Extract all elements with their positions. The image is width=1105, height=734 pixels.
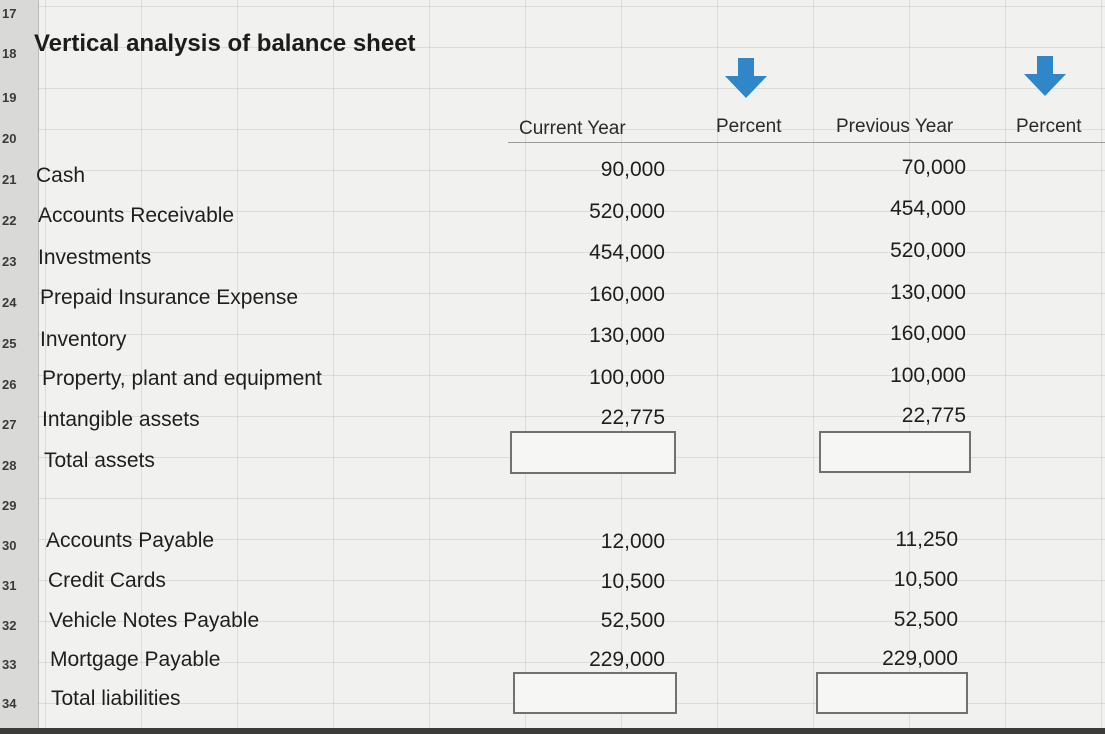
- header-percent-previous[interactable]: Percent: [1016, 116, 1082, 137]
- row-number[interactable]: 19: [2, 90, 17, 105]
- total-liabilities-label[interactable]: Total liabilities: [51, 687, 181, 710]
- previous-investments[interactable]: 520,000: [890, 239, 966, 262]
- current-inventory[interactable]: 130,000: [589, 324, 665, 347]
- header-previous-year[interactable]: Previous Year: [836, 116, 954, 137]
- row-number[interactable]: 29: [2, 498, 17, 513]
- previous-ppe[interactable]: 100,000: [890, 364, 966, 387]
- previous-prepaid-insurance[interactable]: 130,000: [890, 281, 966, 304]
- total-assets-previous-input[interactable]: [819, 431, 971, 473]
- row-number[interactable]: 21: [2, 172, 17, 187]
- asset-label-ppe[interactable]: Property, plant and equipment: [42, 367, 322, 390]
- asset-label-inventory[interactable]: Inventory: [40, 328, 127, 351]
- bottom-edge: [0, 728, 1105, 734]
- row-number[interactable]: 27: [2, 417, 17, 432]
- current-prepaid-insurance[interactable]: 160,000: [589, 283, 665, 306]
- asset-label-investments[interactable]: Investments: [38, 246, 152, 269]
- row-number[interactable]: 32: [2, 618, 17, 633]
- asset-label-intangible[interactable]: Intangible assets: [42, 408, 200, 431]
- liability-label-mortgage[interactable]: Mortgage Payable: [50, 648, 221, 671]
- arrow-down-icon: [725, 58, 767, 98]
- previous-vehicle-notes[interactable]: 52,500: [893, 608, 958, 631]
- row-number[interactable]: 28: [2, 458, 17, 473]
- row-number[interactable]: 23: [2, 254, 17, 269]
- current-investments[interactable]: 454,000: [589, 241, 665, 264]
- row-number[interactable]: 20: [2, 131, 17, 146]
- header-current-year[interactable]: Current Year: [519, 118, 626, 139]
- arrow-down-icon: [1024, 56, 1066, 96]
- previous-accounts-receivable[interactable]: 454,000: [890, 197, 966, 220]
- row-number[interactable]: 17: [2, 6, 17, 21]
- current-cash[interactable]: 90,000: [600, 158, 665, 181]
- current-accounts-payable[interactable]: 12,000: [600, 530, 665, 553]
- previous-cash[interactable]: 70,000: [901, 156, 966, 179]
- header-percent-current[interactable]: Percent: [716, 116, 782, 137]
- current-credit-cards[interactable]: 10,500: [600, 570, 665, 593]
- asset-label-prepaid-insurance[interactable]: Prepaid Insurance Expense: [40, 286, 298, 309]
- row-number[interactable]: 24: [2, 295, 17, 310]
- liability-label-credit-cards[interactable]: Credit Cards: [48, 569, 166, 592]
- current-accounts-receivable[interactable]: 520,000: [589, 200, 665, 223]
- row-headers: 17 18 19 20 21 22 23 24 25 26 27 28 29 3…: [0, 0, 39, 734]
- total-assets-label[interactable]: Total assets: [44, 449, 155, 472]
- total-assets-current-input[interactable]: [510, 431, 676, 474]
- liability-label-accounts-payable[interactable]: Accounts Payable: [46, 529, 215, 552]
- asset-label-cash[interactable]: Cash: [36, 164, 86, 187]
- previous-accounts-payable[interactable]: 11,250: [895, 528, 958, 551]
- row-number[interactable]: 31: [2, 578, 17, 593]
- row-number[interactable]: 26: [2, 377, 17, 392]
- asset-label-accounts-receivable[interactable]: Accounts Receivable: [38, 204, 235, 227]
- current-ppe[interactable]: 100,000: [589, 366, 665, 389]
- sheet-title[interactable]: Vertical analysis of balance sheet: [34, 30, 416, 57]
- row-number[interactable]: 18: [2, 46, 17, 61]
- total-liabilities-previous-input[interactable]: [816, 672, 968, 714]
- previous-mortgage[interactable]: 229,000: [882, 647, 958, 670]
- row-number[interactable]: 22: [2, 213, 17, 228]
- previous-credit-cards[interactable]: 10,500: [893, 568, 958, 591]
- previous-intangible[interactable]: 22,775: [901, 404, 966, 427]
- total-liabilities-current-input[interactable]: [513, 672, 677, 714]
- current-intangible[interactable]: 22,775: [600, 406, 665, 429]
- liability-label-vehicle-notes[interactable]: Vehicle Notes Payable: [49, 609, 260, 632]
- header-underline: [508, 142, 1105, 143]
- current-mortgage[interactable]: 229,000: [589, 648, 665, 671]
- row-number[interactable]: 34: [2, 696, 17, 711]
- row-number[interactable]: 33: [2, 657, 17, 672]
- previous-inventory[interactable]: 160,000: [890, 322, 966, 345]
- row-number[interactable]: 30: [2, 538, 17, 553]
- row-number[interactable]: 25: [2, 336, 17, 351]
- current-vehicle-notes[interactable]: 52,500: [600, 609, 665, 632]
